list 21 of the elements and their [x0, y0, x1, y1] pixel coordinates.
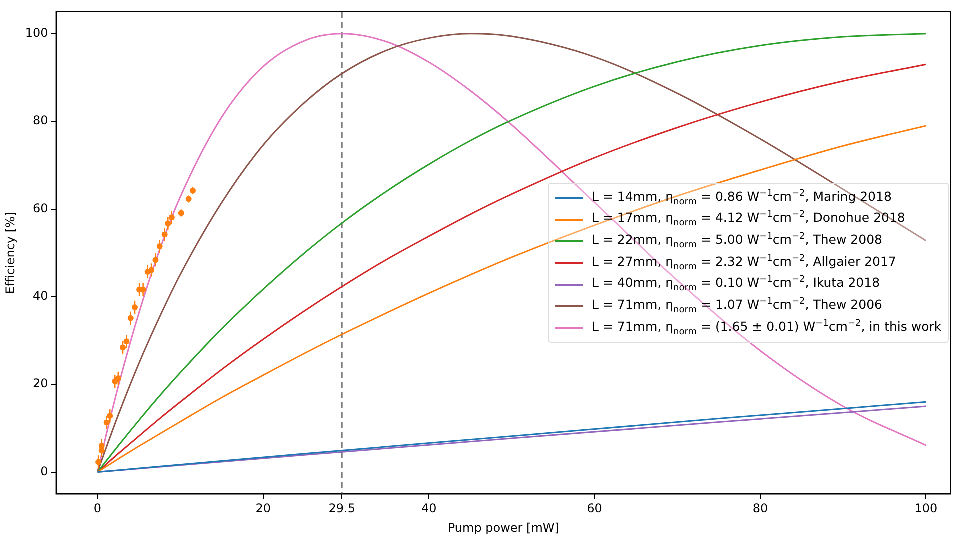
x-tick-label: 60 — [587, 502, 602, 516]
legend-label: L = 22mm, η$_{norm}$ = 5.00 W$^{−1}$cm$^{−2}$, Thew 2008 — [592, 232, 882, 251]
y-tick-label: 100 — [25, 26, 48, 40]
legend-label: L = 71mm, η$_{norm}$ = 1.07 W$^{−1}$cm$^{−2}$, Thew 2006 — [592, 297, 882, 316]
x-tick-label: 29.5 — [328, 502, 356, 516]
x-tick-label: 40 — [421, 502, 437, 516]
legend-label: L = 40mm, η$_{norm}$ = 0.10 W$^{−1}$cm$^{−2}$, Ikuta 2018 — [592, 275, 880, 294]
y-tick-label: 60 — [33, 201, 48, 216]
legend-label: L = 71mm, η$_{norm}$ = (1.65 ± 0.01) W$^{−1}$cm$^{−2}$, in this work — [592, 318, 942, 338]
x-tick-label: 20 — [256, 502, 272, 516]
legend-label: L = 27mm, η$_{norm}$ = 2.32 W$^{−1}$cm$^{−2}$, Allgaier 2017 — [592, 254, 896, 272]
x-tick-label: 100 — [914, 502, 938, 516]
x-tick-label: 80 — [752, 502, 768, 516]
y-tick-label: 20 — [33, 376, 48, 391]
x-tick-label: 0 — [94, 502, 102, 516]
x-axis-title: Pump power [mW] — [448, 520, 560, 535]
y-tick-label: 80 — [33, 114, 48, 128]
y-tick-label: 40 — [33, 289, 48, 304]
y-axis-title: Efficiency [%] — [3, 212, 18, 294]
legend-label: L = 17mm, η$_{norm}$ = 4.12 W$^{−1}$cm$^{−2}$, Donohue 2018 — [592, 210, 906, 229]
y-tick-label: 0 — [40, 464, 48, 478]
